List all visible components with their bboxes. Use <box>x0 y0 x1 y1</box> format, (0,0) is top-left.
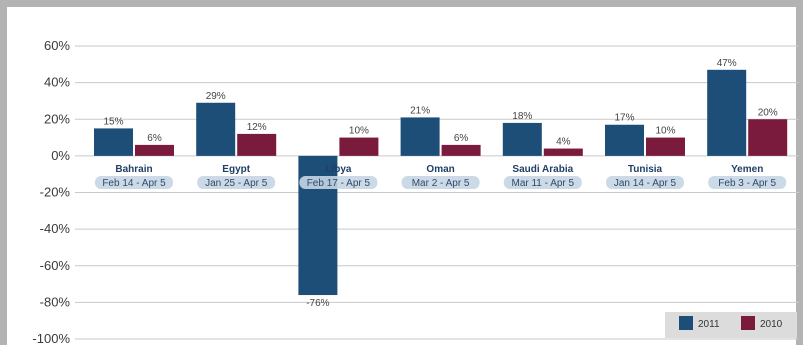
y-tick-label: 60% <box>44 38 70 53</box>
bar-2010 <box>135 144 174 156</box>
category-labels: Bahrain Feb 14 - Apr 5 Egypt Jan 25 - Apr 5… <box>95 164 787 189</box>
date-range-label: Mar 2 - Apr 5 <box>412 178 470 189</box>
data-label: 12% <box>247 122 267 133</box>
data-label: 6% <box>454 133 469 144</box>
date-range-label: Jan 25 - Apr 5 <box>205 178 268 189</box>
y-tick-label: -20% <box>40 185 71 200</box>
bar-chart: 60% 40% 20% 0% -20% -40% -60% -80% -100% 15% 6% 29… <box>32 38 799 346</box>
bar-2011 <box>196 102 236 156</box>
legend-label: 2010 <box>760 319 783 330</box>
data-label: 20% <box>758 107 778 118</box>
data-label: 21% <box>410 105 430 116</box>
bar-2011 <box>605 124 644 156</box>
legend-swatch <box>741 316 755 330</box>
date-range-pill <box>95 176 173 189</box>
category-label: Libya <box>325 164 352 175</box>
y-tick-label: -80% <box>40 294 71 309</box>
data-label: 6% <box>147 133 162 144</box>
y-tick-label: 40% <box>44 75 70 90</box>
bar-2010 <box>237 133 277 156</box>
date-range-pill <box>197 176 276 189</box>
legend: 2011 2010 <box>665 312 797 338</box>
date-range-label: Feb 3 - Apr 5 <box>718 178 776 189</box>
date-range-label: Feb 14 - Apr 5 <box>102 178 166 189</box>
bar-2011 <box>400 117 440 156</box>
date-range-pill <box>401 176 480 189</box>
date-range-pill <box>708 176 787 189</box>
legend-swatch <box>679 316 693 330</box>
y-axis-ticks: 60% 40% 20% 0% -20% -40% -60% -80% -100% <box>32 38 70 346</box>
data-label: 29% <box>206 91 226 102</box>
date-range-pill <box>503 176 582 189</box>
data-label: 10% <box>349 126 369 137</box>
bar-2010 <box>441 144 481 156</box>
date-range-pill <box>606 176 684 189</box>
data-label: 4% <box>556 137 571 148</box>
date-range-pill <box>299 176 378 189</box>
bar-2010 <box>543 148 583 156</box>
category-label: Oman <box>426 164 454 175</box>
category-label: Egypt <box>222 164 250 175</box>
bar-2010 <box>646 137 685 156</box>
data-label: 17% <box>614 113 634 124</box>
data-label: 18% <box>512 111 532 122</box>
date-range-label: Mar 11 - Apr 5 <box>511 178 574 189</box>
category-label: Saudi Arabia <box>512 164 573 175</box>
category-label: Yemen <box>731 164 763 175</box>
date-range-label: Jan 14 - Apr 5 <box>614 178 677 189</box>
data-label: -76% <box>306 298 329 309</box>
data-label: 15% <box>103 116 123 127</box>
category-label: Bahrain <box>115 164 152 175</box>
y-tick-label: -60% <box>40 258 71 273</box>
data-label: 47% <box>717 58 737 69</box>
grid-lines <box>75 45 799 340</box>
bar-2011 <box>707 69 747 156</box>
legend-label: 2011 <box>698 319 720 330</box>
y-tick-label: 20% <box>44 111 70 126</box>
category-label: Tunisia <box>628 164 663 175</box>
bars: 15% 6% 29% 12% -76% 10% 21% 6% 18% 4% 17% 10% 47% 20% <box>94 58 788 309</box>
bar-2011 <box>94 128 133 156</box>
y-tick-label: -40% <box>40 221 71 236</box>
bar-2010 <box>339 137 379 156</box>
bar-2011 <box>502 122 542 156</box>
bar-2010 <box>748 119 788 156</box>
date-range-label: Feb 17 - Apr 5 <box>307 178 371 189</box>
data-label: 10% <box>655 126 675 137</box>
y-tick-label: -100% <box>32 331 70 346</box>
y-tick-label: 0% <box>51 148 70 163</box>
